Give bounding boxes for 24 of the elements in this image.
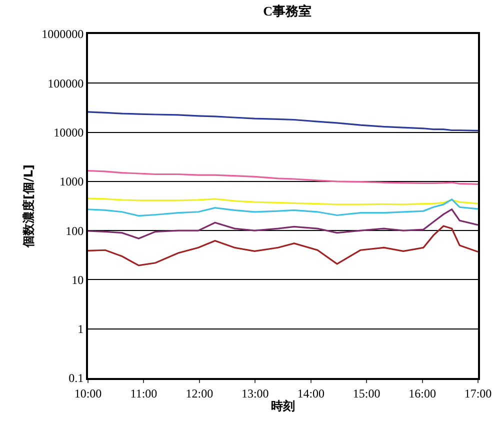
x-tick-label: 14:00 bbox=[297, 386, 325, 400]
y-tick-label: 10 bbox=[72, 272, 84, 287]
x-tick-label: 15:00 bbox=[352, 386, 380, 400]
line-series bbox=[88, 198, 478, 217]
x-tick-label: 13:00 bbox=[241, 386, 269, 400]
y-tick-label: 100000 bbox=[48, 76, 84, 90]
x-tick-label: 11:00 bbox=[130, 386, 158, 400]
x-tick-label: 16:00 bbox=[408, 386, 436, 400]
x-tick-label: 17:00 bbox=[464, 386, 492, 400]
x-axis-title: 時刻 bbox=[271, 398, 295, 413]
y-tick-label: 1000 bbox=[60, 174, 84, 189]
chart-title: C事務室 bbox=[263, 4, 312, 19]
y-tick-label: 0.1 bbox=[68, 371, 84, 386]
line-series bbox=[88, 208, 478, 240]
line-series bbox=[88, 225, 478, 266]
y-axis-title: 個数濃度[個/L] bbox=[21, 164, 36, 248]
line-series bbox=[88, 170, 478, 185]
x-tick-label: 12:00 bbox=[186, 386, 214, 400]
y-tick-label: 1 bbox=[78, 322, 84, 336]
x-tick-label: 10:00 bbox=[74, 386, 102, 400]
line-series bbox=[88, 111, 478, 132]
y-tick-label: 10000 bbox=[54, 125, 84, 140]
y-tick-label: 100 bbox=[66, 224, 84, 238]
y-tick-label: 1000000 bbox=[42, 27, 84, 42]
